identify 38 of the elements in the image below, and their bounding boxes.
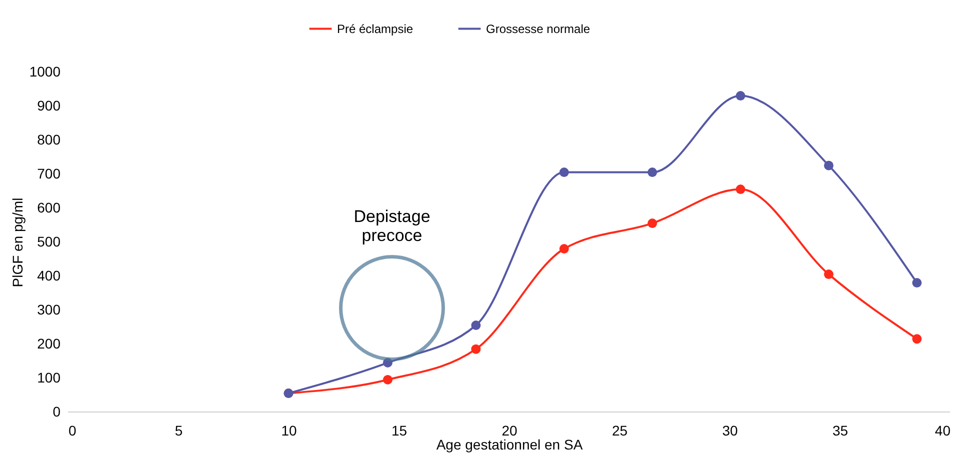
y-tick-label: 500 bbox=[37, 234, 61, 250]
point bbox=[648, 168, 658, 178]
x-axis-title: Age gestationnel en SA bbox=[436, 436, 584, 452]
point bbox=[824, 160, 834, 170]
x-tick-label: 15 bbox=[391, 422, 408, 438]
y-tick-label: 700 bbox=[37, 166, 61, 182]
x-tick-label: 25 bbox=[612, 422, 628, 438]
y-tick-label: 100 bbox=[37, 370, 61, 386]
y-tick-label: 300 bbox=[37, 302, 61, 318]
point bbox=[559, 168, 569, 178]
y-tick-label: 800 bbox=[37, 132, 61, 148]
legend-label: Grossesse normale bbox=[486, 22, 590, 36]
x-tick-label: 10 bbox=[281, 422, 297, 438]
point bbox=[824, 270, 834, 280]
x-tick-label: 35 bbox=[832, 422, 848, 438]
y-axis-title: PlGF en pg/ml bbox=[9, 198, 26, 288]
y-tick-label: 600 bbox=[37, 200, 61, 216]
y-tick-label: 400 bbox=[37, 268, 61, 284]
x-tick-label: 20 bbox=[502, 422, 518, 438]
point bbox=[736, 91, 746, 101]
point bbox=[382, 374, 392, 384]
x-tick-label: 30 bbox=[722, 422, 738, 438]
y-tick-label: 0 bbox=[52, 404, 61, 420]
point bbox=[912, 334, 922, 344]
point bbox=[648, 218, 658, 228]
annotation: Depistage precoce bbox=[354, 207, 430, 245]
point bbox=[471, 320, 481, 330]
y-tick-label: 900 bbox=[37, 98, 61, 114]
legend-label: Pré éclampsie bbox=[337, 22, 414, 36]
point bbox=[559, 244, 569, 254]
point bbox=[912, 278, 922, 288]
y-tick-label: 1000 bbox=[29, 64, 61, 80]
y-tick-label: 200 bbox=[37, 336, 61, 352]
x-tick-label: 40 bbox=[934, 422, 951, 438]
x-tick-label: 5 bbox=[174, 422, 183, 438]
point bbox=[471, 344, 481, 354]
point bbox=[736, 184, 746, 194]
x-tick-label: 0 bbox=[68, 422, 76, 438]
